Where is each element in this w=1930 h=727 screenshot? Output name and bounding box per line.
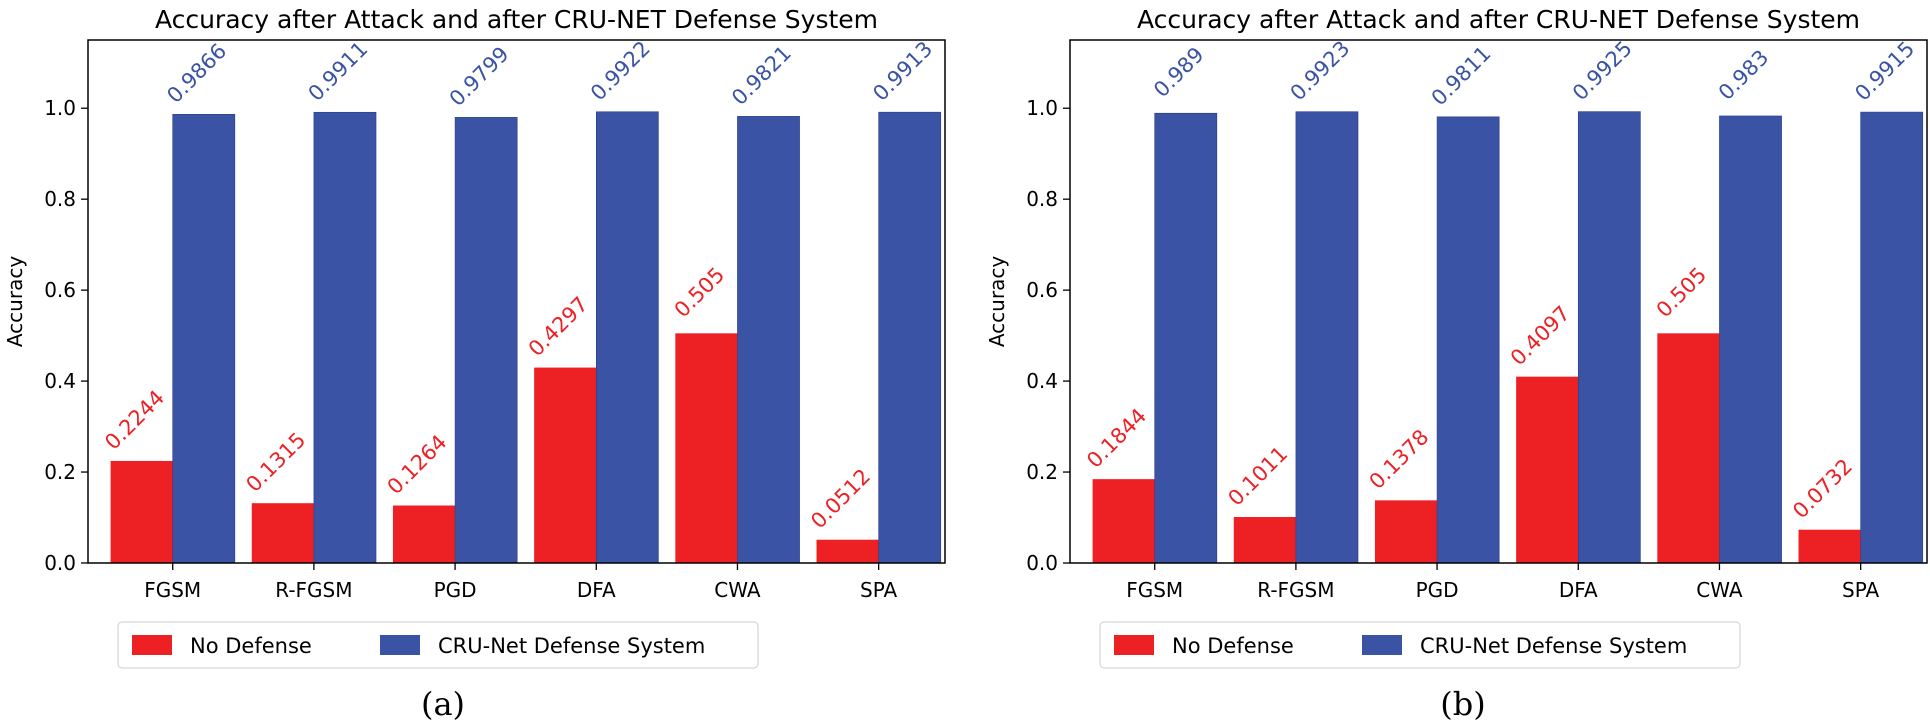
figure-caption: (b): [1440, 685, 1485, 723]
bar-value-label: 0.2244: [100, 386, 169, 455]
y-tick-label: 0.2: [1026, 460, 1058, 484]
y-tick-label: 0.6: [1026, 278, 1058, 302]
bar-cru-net-defense: [172, 114, 236, 564]
bar-value-label: 0.989: [1149, 43, 1208, 102]
bar-value-label: 0.9799: [445, 42, 514, 111]
x-tick-label: DFA: [1559, 578, 1598, 602]
y-tick-label: 0.4: [1026, 369, 1058, 393]
bar-value-label: 0.4297: [524, 292, 593, 361]
bar-cru-net-defense: [1860, 111, 1924, 564]
legend-label-cru-net: CRU-Net Defense System: [438, 634, 705, 658]
x-tick-label: SPA: [1842, 578, 1879, 602]
bar-no-defense: [1798, 529, 1861, 563]
x-tick-label: R-FGSM: [275, 578, 352, 602]
bar-value-label: 0.1844: [1082, 404, 1151, 473]
bar-value-label: 0.9866: [162, 39, 231, 108]
x-tick-label: PGD: [1416, 578, 1459, 602]
y-tick-label: 0.8: [44, 187, 76, 211]
legend-swatch-cru-net: [380, 635, 420, 655]
bar-no-defense: [1657, 333, 1720, 563]
bar-no-defense: [251, 503, 314, 563]
bar-value-label: 0.1264: [383, 430, 452, 499]
bar-value-label: 0.4097: [1506, 301, 1575, 370]
x-tick-label: DFA: [577, 578, 616, 602]
bar-no-defense: [1374, 500, 1438, 563]
bar-value-label: 0.9821: [727, 41, 796, 110]
bar-value-label: 0.9811: [1427, 41, 1496, 110]
plot-frame: [1069, 39, 1928, 564]
legend-swatch-no-defense: [132, 635, 172, 655]
chart-title: Accuracy after Attack and after CRU-NET …: [1137, 5, 1860, 34]
chart-title: Accuracy after Attack and after CRU-NET …: [155, 5, 878, 34]
bar-no-defense: [110, 460, 173, 563]
legend-label-cru-net: CRU-Net Defense System: [1420, 634, 1687, 658]
bar-no-defense: [1516, 376, 1579, 563]
y-tick-label: 0.4: [44, 369, 76, 393]
y-tick-label: 0.0: [44, 551, 76, 575]
x-tick-label: FGSM: [144, 578, 201, 602]
x-tick-label: PGD: [434, 578, 477, 602]
bar-cru-net-defense: [878, 111, 942, 564]
bar-no-defense: [534, 367, 597, 563]
bar-cru-net-defense: [595, 111, 659, 564]
y-tick-label: 1.0: [44, 96, 76, 120]
bar-value-label: 0.9915: [1850, 37, 1919, 106]
x-tick-label: R-FGSM: [1257, 578, 1334, 602]
legend-label-no-defense: No Defense: [190, 634, 312, 658]
x-tick-label: FGSM: [1126, 578, 1183, 602]
bar-value-label: 0.505: [1652, 263, 1711, 322]
y-axis-label: Accuracy: [985, 256, 1009, 347]
legend-swatch-no-defense: [1114, 635, 1154, 655]
chart-a: Accuracy after Attack and after CRU-NET …: [3, 5, 946, 723]
legend-box: [1099, 621, 1741, 669]
bar-value-label: 0.9923: [1286, 36, 1355, 105]
y-axis-label: Accuracy: [3, 256, 27, 347]
bar-cru-net-defense: [454, 117, 518, 564]
bar-cru-net-defense: [1719, 115, 1782, 564]
bar-value-label: 0.1378: [1365, 425, 1434, 494]
bar-value-label: 0.505: [670, 263, 729, 322]
legend-swatch-cru-net: [1362, 635, 1402, 655]
y-tick-label: 0.6: [44, 278, 76, 302]
bar-no-defense: [675, 333, 738, 563]
bar-value-label: 0.9922: [586, 36, 655, 105]
plot-frame: [87, 39, 946, 564]
y-tick-label: 0.2: [44, 460, 76, 484]
x-tick-label: CWA: [1696, 578, 1743, 602]
bar-value-label: 0.0512: [806, 464, 875, 533]
bar-cru-net-defense: [313, 111, 377, 564]
legend-box: [117, 621, 759, 669]
bar-value-label: 0.0732: [1788, 454, 1857, 523]
bar-no-defense: [816, 539, 879, 563]
bar-value-label: 0.9911: [304, 37, 373, 106]
bar-value-label: 0.9913: [868, 37, 937, 106]
figure-caption: (a): [421, 685, 465, 723]
y-tick-label: 1.0: [1026, 96, 1058, 120]
x-tick-label: SPA: [860, 578, 897, 602]
bar-no-defense: [1092, 479, 1155, 563]
x-tick-label: CWA: [714, 578, 761, 602]
y-tick-label: 0.8: [1026, 187, 1058, 211]
bar-cru-net-defense: [1295, 111, 1359, 564]
legend: No Defense CRU-Net Defense System: [117, 621, 759, 669]
legend: No Defense CRU-Net Defense System: [1099, 621, 1741, 669]
legend-label-no-defense: No Defense: [1172, 634, 1294, 658]
bar-cru-net-defense: [1436, 116, 1500, 564]
bar-value-label: 0.983: [1714, 45, 1773, 104]
bar-value-label: 0.1011: [1223, 442, 1292, 511]
bar-cru-net-defense: [1154, 112, 1218, 564]
chart-b: Accuracy after Attack and after CRU-NET …: [985, 5, 1928, 723]
y-tick-label: 0.0: [1026, 551, 1058, 575]
bar-no-defense: [392, 505, 456, 563]
bar-no-defense: [1233, 517, 1296, 563]
bar-cru-net-defense: [1577, 111, 1641, 564]
bar-value-label: 0.9925: [1568, 36, 1637, 105]
bar-value-label: 0.1315: [241, 428, 310, 497]
bar-cru-net-defense: [737, 116, 800, 564]
